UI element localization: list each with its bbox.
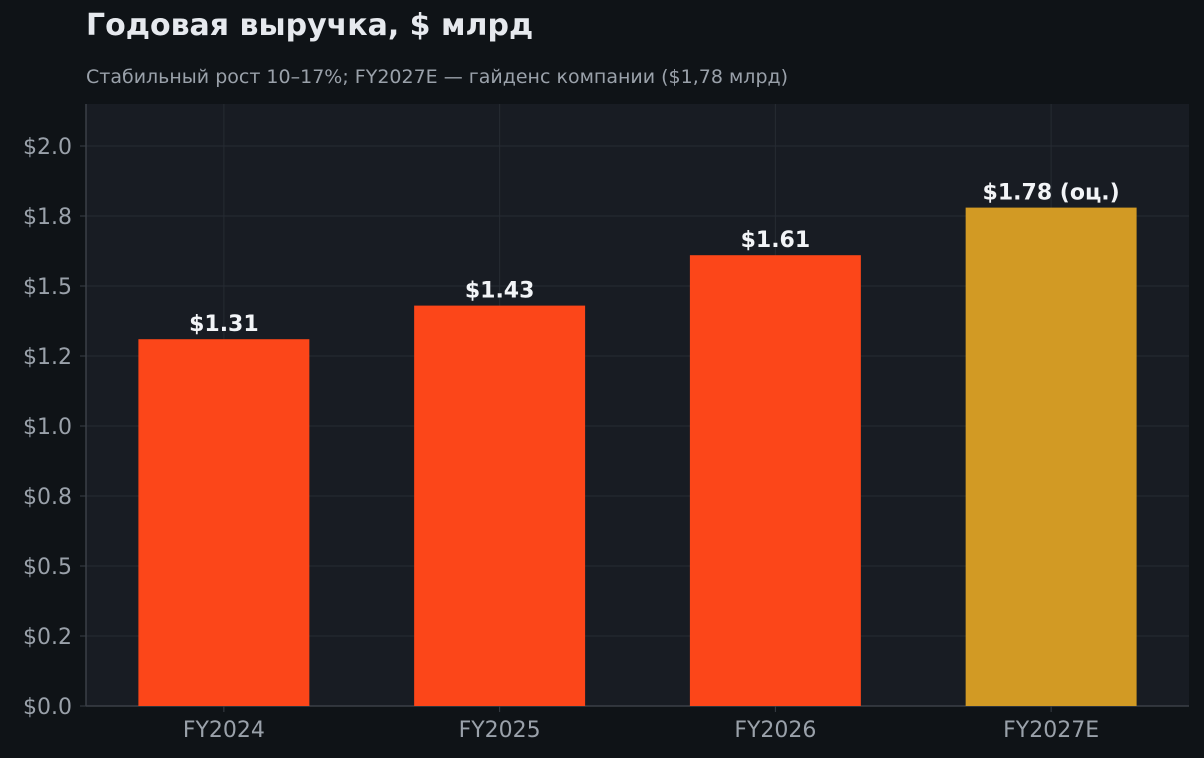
y-tick-label: $1.2 xyxy=(23,345,72,370)
y-tick-label: $1.5 xyxy=(23,275,72,300)
y-tick-label: $0.5 xyxy=(23,555,72,580)
x-tick-label: FY2026 xyxy=(734,718,816,743)
bar-fy2025 xyxy=(414,305,586,706)
bar-value-label: $1.31 xyxy=(189,312,259,337)
chart-title: Годовая выручка, $ млрд xyxy=(86,8,534,43)
chart-subtitle: Стабильный рост 10–17%; FY2027E — гайден… xyxy=(86,66,789,88)
y-tick-label: $0.8 xyxy=(23,485,72,510)
y-tick-label: $0.0 xyxy=(23,695,72,720)
y-tick-label: $1.8 xyxy=(23,205,72,230)
x-tick-label: FY2025 xyxy=(459,718,541,743)
y-tick-label: $0.2 xyxy=(23,625,72,650)
bar-value-label: $1.78 (оц.) xyxy=(983,181,1120,206)
bar-value-label: $1.43 xyxy=(465,279,535,304)
x-tick-label: FY2024 xyxy=(183,718,265,743)
y-tick-label: $1.0 xyxy=(23,415,72,440)
bar-fy2026 xyxy=(689,255,861,706)
bar-fy2027e xyxy=(965,207,1137,706)
bar-value-label: $1.61 xyxy=(741,228,811,253)
y-tick-label: $2.0 xyxy=(23,135,72,160)
x-tick-label: FY2027E xyxy=(1003,718,1099,743)
bar-fy2024 xyxy=(138,339,310,706)
